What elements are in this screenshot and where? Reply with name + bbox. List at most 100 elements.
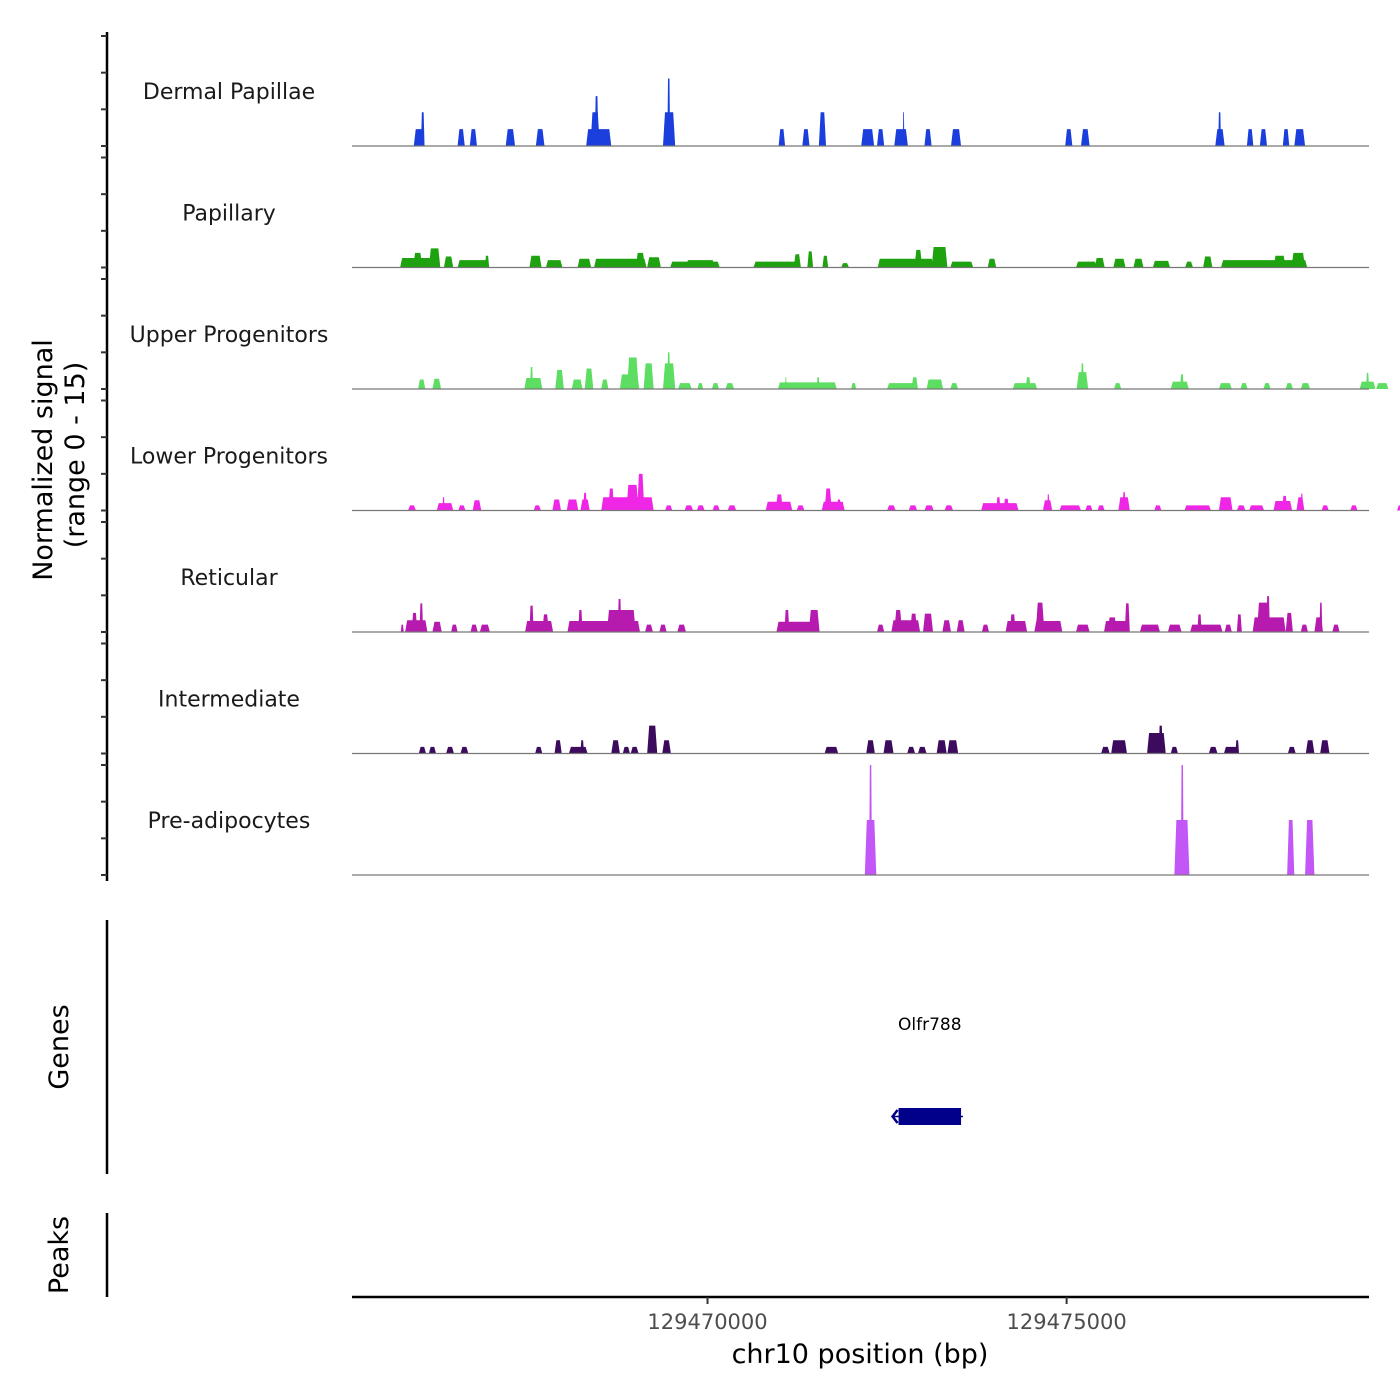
track-intermediate: Intermediate — [158, 688, 1369, 755]
signal-peak — [578, 610, 583, 632]
signal-peak — [914, 249, 923, 268]
signal-peak — [808, 610, 820, 632]
signal-peak — [1170, 381, 1189, 389]
signal-peak — [1296, 497, 1305, 511]
signal-peak — [555, 369, 564, 389]
signal-peak — [1152, 260, 1171, 268]
signal-peak — [542, 614, 549, 632]
signal-peak — [824, 488, 832, 511]
signal-peak — [1180, 765, 1184, 875]
signal-peak — [727, 505, 737, 511]
signal-peak — [442, 497, 445, 511]
track-reticular: Reticular — [180, 566, 1369, 633]
signal-peak — [584, 368, 594, 389]
signal-peak — [777, 382, 837, 389]
genes-track-label: Genes — [44, 1004, 75, 1089]
signal-peak — [451, 624, 458, 632]
signal-peak — [457, 129, 465, 146]
signal-peak — [1235, 740, 1240, 754]
signal-peak — [822, 255, 829, 268]
signal-peak — [1170, 746, 1178, 754]
signal-peak — [869, 765, 872, 875]
signal-peak — [987, 258, 997, 268]
track-papillary: Papillary — [182, 202, 1369, 269]
signal-peak — [1009, 614, 1016, 632]
signal-peak — [1300, 383, 1311, 389]
signal-peak — [1133, 258, 1144, 268]
gene-label: Olfr788 — [898, 1015, 962, 1035]
signal-peak — [1282, 495, 1288, 511]
signal-peak — [1236, 505, 1246, 511]
signal-peak — [436, 503, 454, 511]
signal-peak — [1332, 624, 1340, 632]
signal-peak — [470, 624, 478, 632]
signal-peak — [400, 624, 404, 632]
signal-peak — [1147, 732, 1166, 754]
signal-peak — [836, 499, 842, 511]
signal-peak — [643, 363, 654, 389]
signal-peak — [883, 740, 894, 754]
signal-peak — [554, 740, 562, 754]
signal-peak — [685, 260, 715, 268]
signal-peak — [1003, 498, 1010, 511]
track-label: Dermal Papillae — [143, 80, 315, 105]
signal-peak — [667, 352, 671, 389]
signal-peak — [1305, 740, 1315, 754]
signal-peak — [428, 248, 441, 268]
signal-peak — [637, 473, 645, 511]
signal-peak — [418, 379, 426, 389]
track-label: Lower Progenitors — [130, 445, 328, 470]
signal-peak — [432, 378, 442, 389]
y-axis-title-line2: (range 0 - 15) — [60, 362, 91, 549]
signal-peak — [902, 112, 905, 146]
signal-peak — [601, 379, 609, 389]
signal-peak — [924, 505, 934, 511]
signal-peak — [926, 379, 944, 389]
signal-y-axis-ticks — [101, 35, 107, 876]
track-label: Papillary — [182, 202, 276, 227]
signal-peak — [936, 740, 947, 754]
signal-peak — [1240, 383, 1248, 389]
signal-peak — [1300, 493, 1303, 511]
signal-peak — [611, 740, 620, 754]
signal-peak — [1285, 383, 1293, 389]
signal-peak — [944, 505, 954, 511]
signal-peak — [647, 257, 661, 268]
signal-peak — [568, 746, 588, 754]
signal-peak — [981, 624, 990, 632]
signal-peak — [1218, 383, 1232, 389]
x-tick-label: 129470000 — [647, 1310, 767, 1334]
signal-peak — [1107, 617, 1117, 632]
signal-peak — [606, 610, 636, 632]
signal-peak — [446, 746, 454, 754]
signal-peak — [1025, 377, 1031, 389]
signal-peak — [887, 505, 896, 511]
signal-peak — [1218, 112, 1222, 146]
signal-peak — [1075, 624, 1090, 632]
signal-peak — [1184, 505, 1211, 511]
signal-peak — [479, 624, 490, 632]
signal-peak — [530, 367, 533, 389]
signal-peak — [460, 746, 469, 754]
signal-peak — [877, 624, 885, 632]
signal-peak — [630, 746, 639, 754]
signal-peak — [1221, 260, 1308, 268]
signal-peak — [711, 383, 720, 389]
signal-peak — [1154, 505, 1162, 511]
track-label: Upper Progenitors — [130, 323, 329, 348]
signal-peak — [1075, 261, 1097, 268]
x-tick-label: 129475000 — [1007, 1310, 1127, 1334]
signal-peak — [712, 505, 720, 511]
signal-peak — [684, 505, 694, 511]
signal-peak — [545, 260, 563, 268]
signal-peak — [956, 620, 965, 632]
signal-peak — [917, 746, 927, 754]
signal-peak — [1047, 494, 1050, 511]
signal-peak — [807, 251, 814, 268]
signal-peak — [443, 256, 454, 268]
signal-peak — [1124, 603, 1130, 632]
signal-peak — [1291, 252, 1306, 268]
signal-peak — [1320, 740, 1330, 754]
track-pre-adipocytes: Pre-adipocytes — [148, 765, 1369, 876]
signal-peak — [535, 129, 545, 146]
